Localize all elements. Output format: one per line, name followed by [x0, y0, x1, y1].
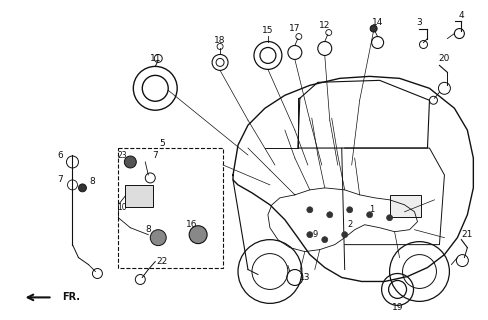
Text: 7: 7	[152, 150, 158, 160]
Circle shape	[79, 184, 86, 192]
Text: FR.: FR.	[62, 292, 81, 302]
Circle shape	[307, 232, 313, 238]
Text: 1: 1	[369, 205, 374, 214]
Text: 8: 8	[90, 177, 95, 187]
Text: 21: 21	[462, 230, 473, 239]
Bar	[125, 185, 153, 207]
Text: 14: 14	[372, 18, 383, 27]
Circle shape	[322, 237, 328, 243]
Text: 20: 20	[439, 54, 450, 63]
Text: 17: 17	[289, 24, 301, 33]
Circle shape	[307, 207, 313, 213]
Circle shape	[366, 212, 373, 218]
Text: 13: 13	[299, 273, 310, 282]
Text: 15: 15	[262, 26, 274, 35]
Text: 11: 11	[149, 54, 161, 63]
Text: 10: 10	[118, 203, 127, 212]
Circle shape	[370, 25, 377, 32]
Text: 5: 5	[160, 139, 165, 148]
Text: 23: 23	[118, 150, 127, 160]
Text: 9: 9	[312, 230, 317, 239]
Text: 22: 22	[157, 257, 168, 266]
Text: 8: 8	[145, 225, 151, 234]
Bar	[389, 195, 422, 217]
Circle shape	[386, 215, 392, 221]
Circle shape	[189, 226, 207, 244]
Bar	[119, 148, 223, 268]
Text: 18: 18	[214, 36, 226, 45]
Text: 12: 12	[319, 21, 330, 30]
Text: 3: 3	[417, 18, 423, 27]
Text: 6: 6	[58, 150, 63, 160]
Circle shape	[150, 230, 166, 246]
Text: 4: 4	[459, 11, 464, 20]
Circle shape	[346, 207, 353, 213]
Text: 16: 16	[186, 220, 198, 229]
Circle shape	[124, 156, 136, 168]
Text: 19: 19	[392, 303, 403, 312]
Circle shape	[327, 212, 333, 218]
Text: 2: 2	[347, 220, 352, 229]
Circle shape	[342, 232, 348, 238]
Text: 7: 7	[58, 175, 63, 184]
